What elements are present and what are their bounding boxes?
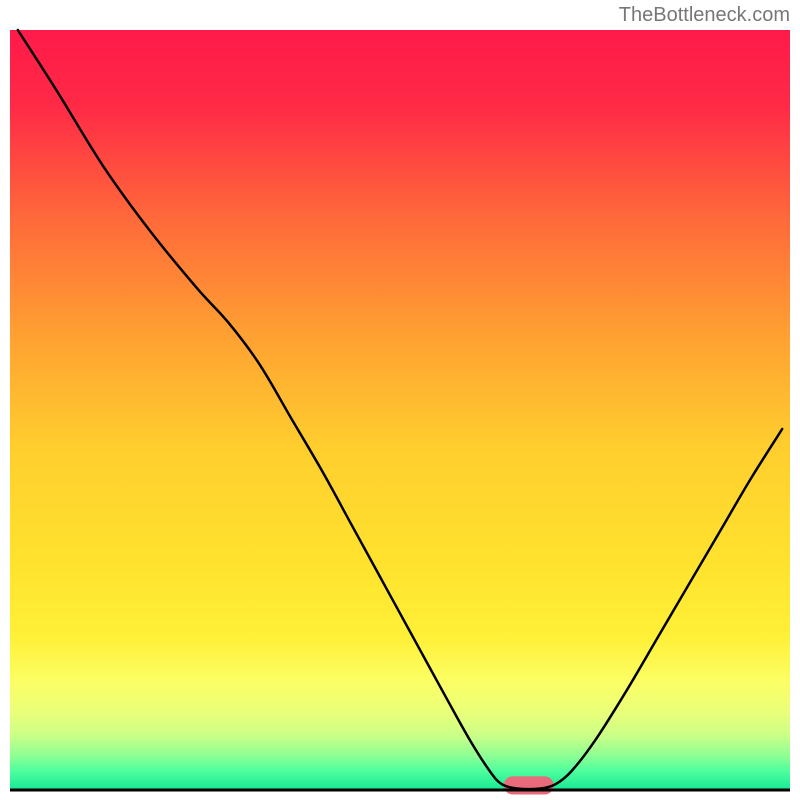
attribution-text: TheBottleneck.com xyxy=(619,4,790,27)
bottleneck-chart: TheBottleneck.com xyxy=(0,0,800,800)
chart-svg xyxy=(0,0,800,800)
optimum-marker xyxy=(504,776,554,794)
gradient-background xyxy=(10,30,790,790)
